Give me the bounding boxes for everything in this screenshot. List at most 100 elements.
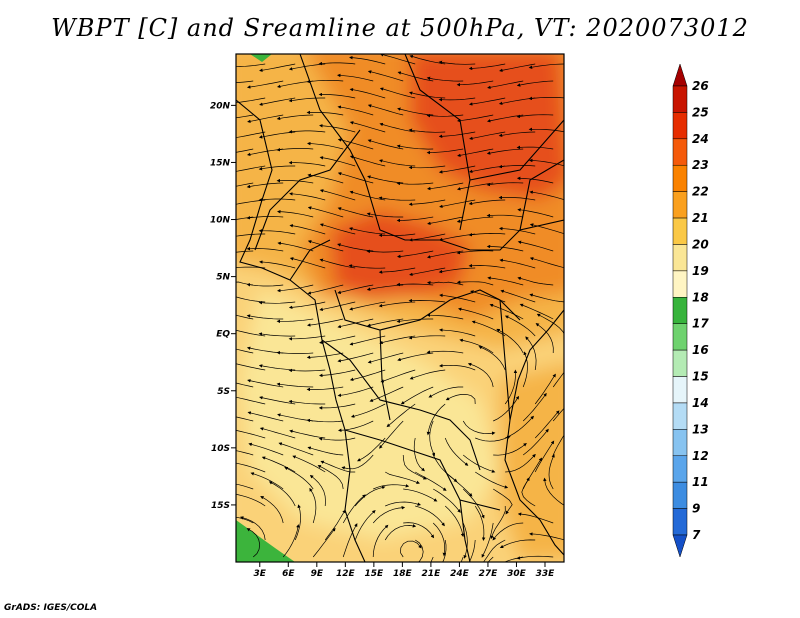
streamline [462, 420, 496, 435]
streamline [260, 496, 284, 524]
streamline [236, 80, 254, 83]
lon-tick-label: 24E [450, 569, 470, 579]
streamline [408, 335, 446, 340]
field-green-southwest [236, 520, 295, 562]
streamline [349, 55, 386, 65]
streamline [318, 437, 356, 441]
colorbar-label: 24 [692, 132, 709, 146]
streamline [489, 303, 524, 320]
streamline [378, 233, 416, 238]
colorbar-label: 25 [692, 105, 709, 119]
streamline [367, 352, 404, 364]
streamline [276, 147, 314, 152]
streamline [306, 386, 344, 392]
lon-tick-label: 27E [479, 569, 499, 579]
streamline [258, 165, 296, 171]
colorbar-bottom-triangle [672, 534, 688, 558]
colorbar-swatch [672, 455, 688, 483]
coastline-east [504, 309, 564, 556]
streamline [529, 257, 564, 269]
streamline [486, 182, 524, 187]
streamline [552, 434, 564, 456]
streamline [259, 427, 296, 439]
colorbar-label: 14 [692, 396, 709, 410]
streamline [246, 314, 284, 320]
latitude-axis: 20N 15N 10N 5N EQ 5S 10S 15S [210, 101, 236, 511]
streamline [341, 454, 374, 470]
streamline [236, 493, 266, 507]
streamline [519, 303, 554, 320]
streamline [444, 505, 465, 538]
colorbar-label: 20 [692, 237, 709, 251]
streamline [276, 209, 314, 218]
streamline [438, 165, 476, 174]
streamline [415, 471, 447, 491]
lon-tick-label: 30E [507, 569, 527, 579]
streamline [500, 289, 536, 303]
streamline [306, 79, 344, 84]
streamline [258, 198, 296, 202]
streamline [516, 176, 554, 184]
streamline [357, 437, 386, 462]
streamline [438, 267, 476, 274]
lat-tick-label: 5S [217, 387, 230, 397]
lon-tick-label: 6E [282, 569, 295, 579]
streamline [498, 195, 536, 201]
streamline [396, 318, 434, 323]
streamline [307, 173, 344, 184]
streamline [456, 280, 494, 286]
colorbar-label: 7 [692, 528, 701, 542]
streamline [429, 420, 436, 457]
streamline [486, 148, 524, 155]
streamline [288, 335, 326, 341]
streamline [236, 396, 266, 405]
streamline [565, 410, 586, 438]
streamline [413, 437, 425, 472]
streamline [246, 528, 261, 558]
streamline [517, 512, 554, 524]
lat-tick-label: 20N [210, 101, 231, 111]
streamline [433, 488, 461, 513]
border-11 [469, 119, 564, 181]
streamline [258, 332, 296, 337]
streamline [306, 318, 344, 327]
streamline [236, 462, 266, 473]
streamline [426, 182, 464, 191]
streamline [306, 110, 344, 116]
colorbar-top-triangle [672, 63, 688, 87]
colorbar-swatch [672, 112, 688, 140]
streamline [384, 524, 417, 541]
streamline [337, 207, 374, 218]
colorbar-label: 26 [692, 79, 709, 93]
streamline [247, 114, 284, 124]
streamline [535, 323, 554, 354]
lon-tick-label: 33E [536, 569, 556, 579]
streamline [426, 113, 464, 118]
streamline [369, 386, 404, 402]
streamline [516, 555, 554, 560]
streamline [258, 300, 296, 305]
streamline [282, 524, 300, 558]
border-12 [289, 239, 331, 281]
streamline [396, 216, 434, 223]
colorbar-label: 9 [692, 502, 700, 516]
colorbar-label: 23 [692, 158, 709, 172]
streamline [516, 145, 554, 150]
streamline [409, 369, 446, 380]
streamline [439, 293, 476, 303]
border-9 [459, 499, 471, 562]
streamline [236, 114, 254, 119]
streamline [499, 258, 536, 269]
streamline [372, 506, 406, 524]
colorbar-label: 21 [692, 211, 709, 225]
colorbar-label: 18 [692, 290, 709, 304]
streamline [276, 178, 314, 184]
streamline [492, 522, 524, 541]
border-8 [499, 299, 511, 421]
streamline [250, 472, 284, 490]
streamline [349, 121, 386, 133]
streamline [307, 284, 344, 295]
streamline [246, 246, 284, 252]
coastline-west [236, 99, 366, 562]
